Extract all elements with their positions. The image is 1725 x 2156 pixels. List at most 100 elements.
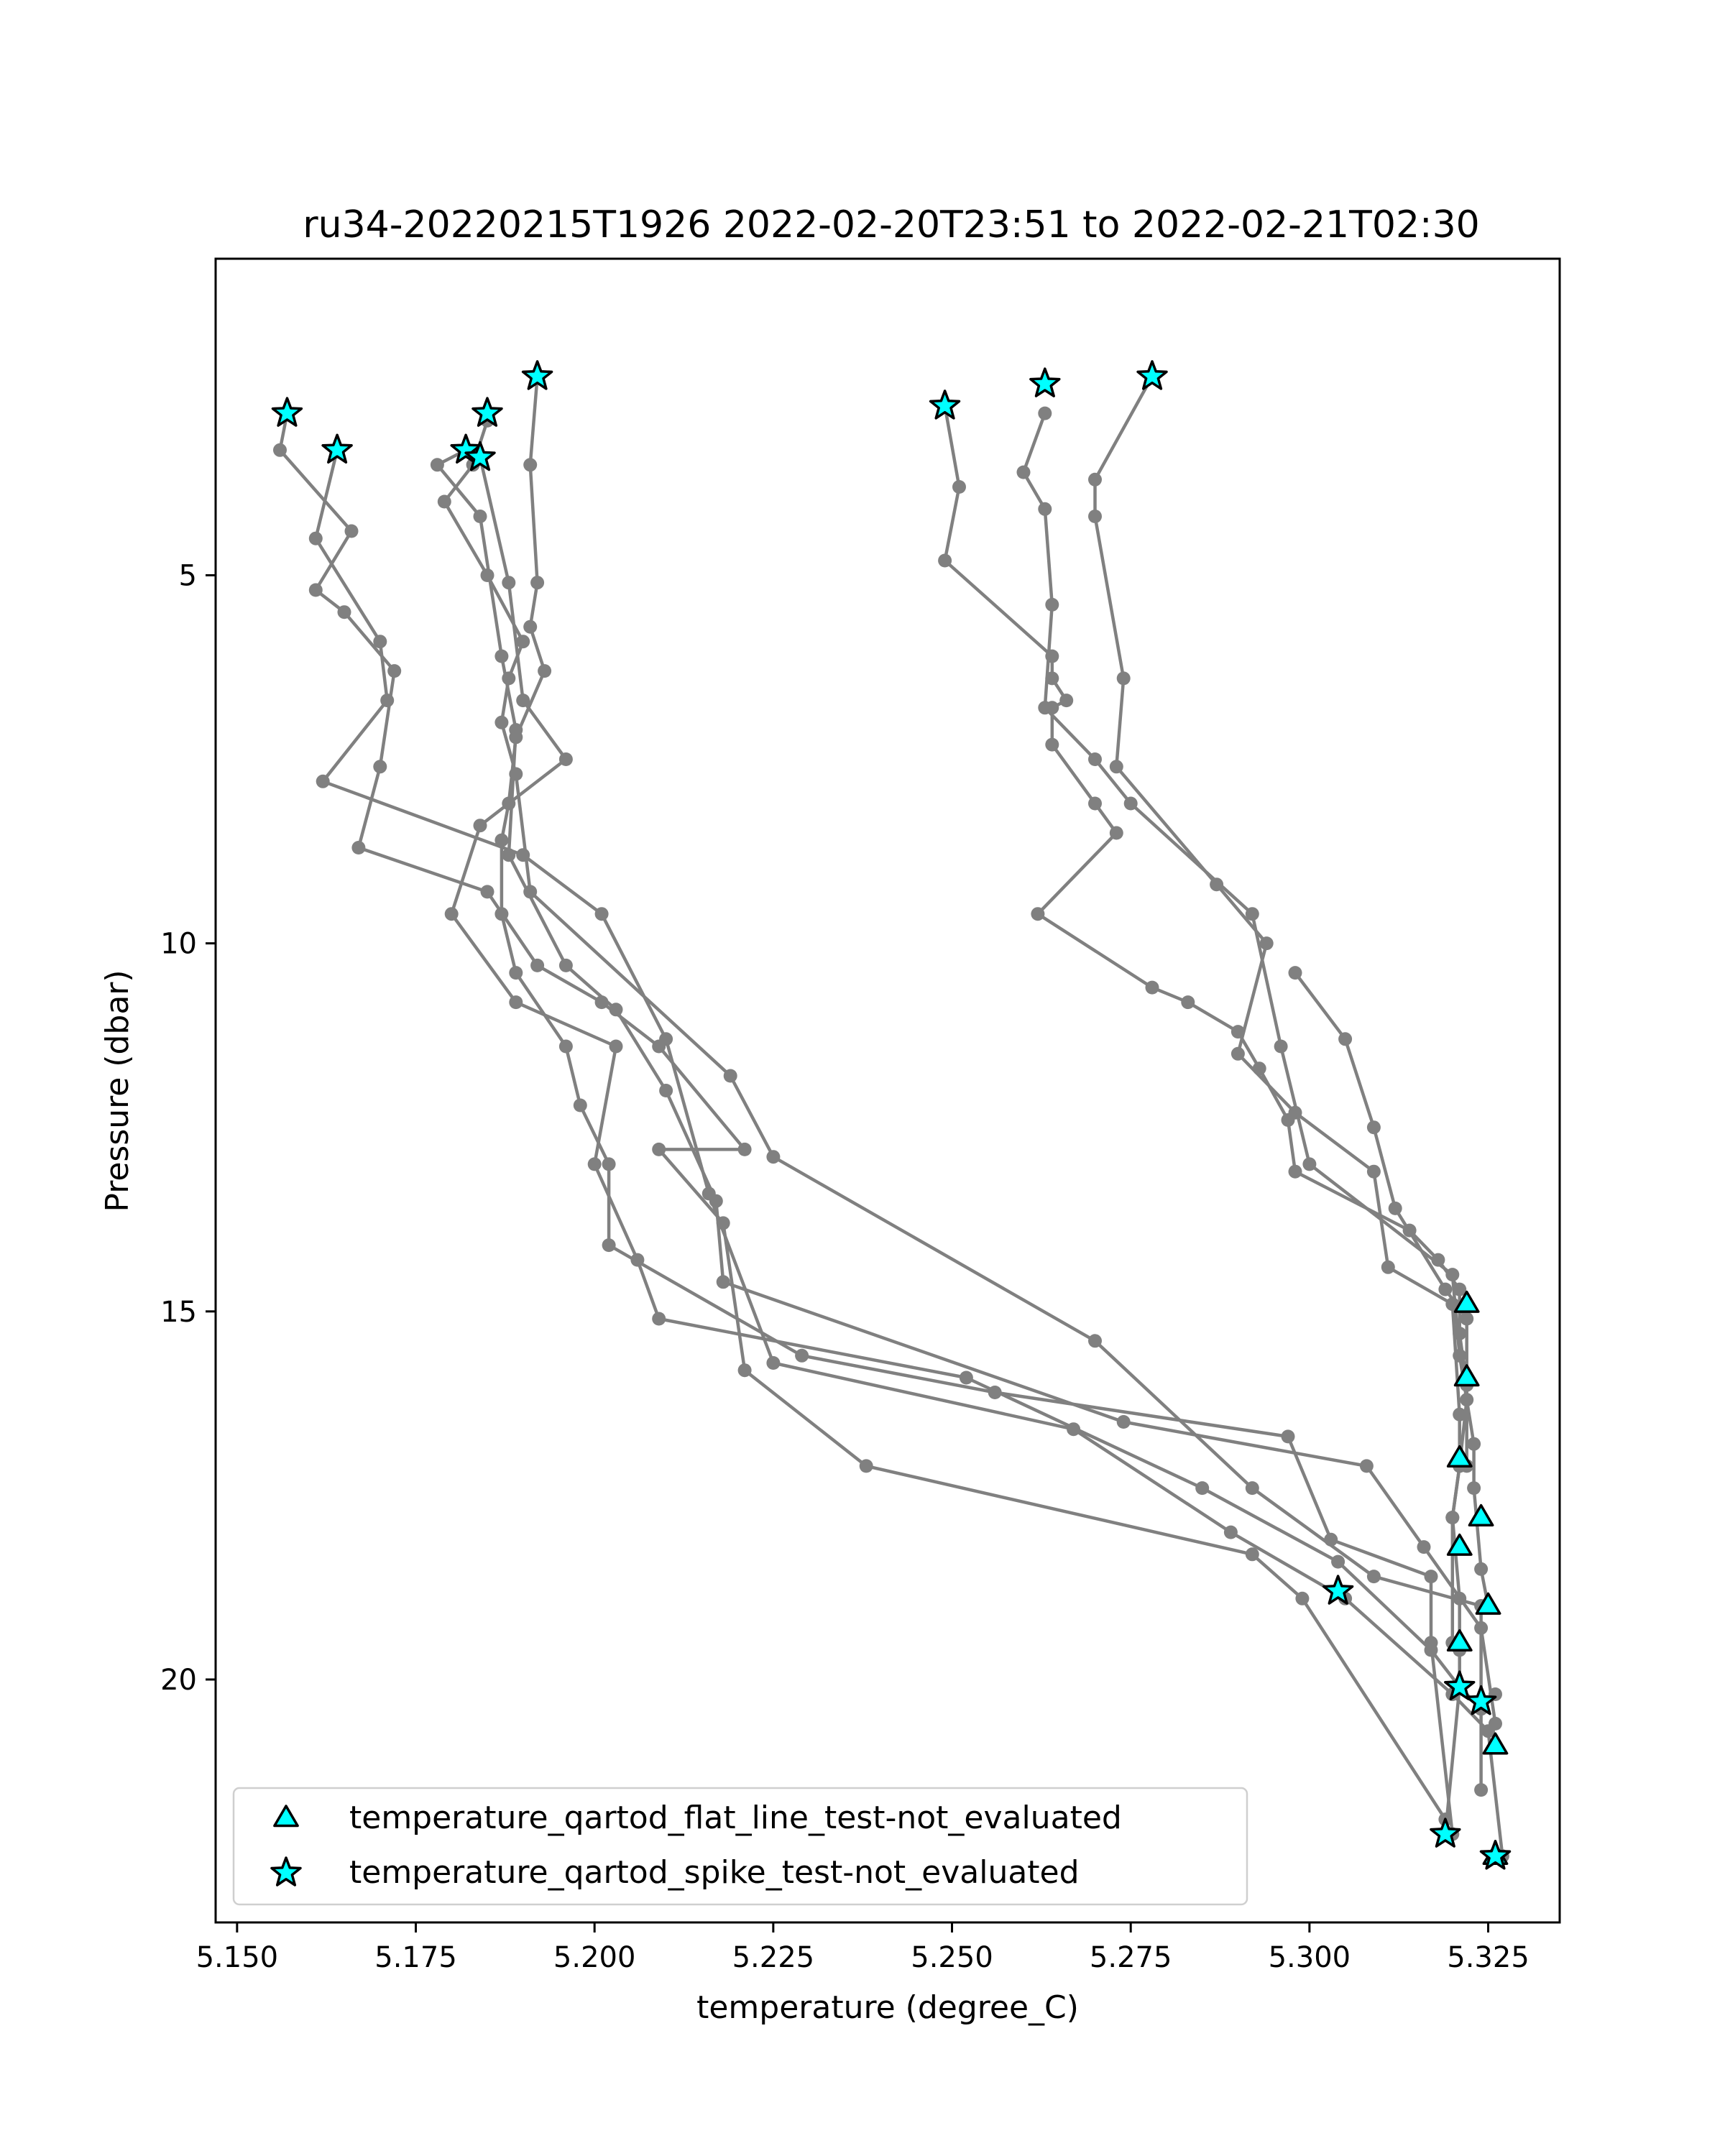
profile-line-4	[436, 448, 1497, 1724]
x-tick-label: 5.275	[1090, 1941, 1172, 1974]
chart-title: ru34-20220215T1926 2022-02-20T23:51 to 2…	[303, 203, 1479, 247]
flat-line-marker	[1482, 1732, 1509, 1755]
profile-point	[437, 494, 451, 509]
profile-point	[1045, 737, 1059, 752]
profile-point	[1288, 1105, 1302, 1120]
spike-marker	[1479, 1840, 1512, 1870]
profile-point	[1245, 907, 1259, 921]
profile-point	[494, 833, 509, 847]
profile-point	[502, 848, 516, 862]
profile-point	[652, 1142, 666, 1156]
profile-point	[502, 796, 516, 811]
spike-marker	[1322, 1575, 1354, 1605]
legend-triangle-marker	[273, 1805, 299, 1828]
profile-point	[530, 576, 545, 590]
axes-frame	[214, 257, 1561, 1924]
profile-point	[1460, 1312, 1474, 1326]
legend: temperature_qartod_flat_line_test-not_ev…	[232, 1787, 1248, 1906]
profile-point	[1438, 1282, 1453, 1296]
profile-point	[494, 715, 509, 729]
profile-point	[337, 605, 351, 619]
profile-point	[444, 907, 459, 921]
legend-star-icon	[270, 1856, 302, 1886]
flat-line-marker	[1453, 1290, 1480, 1313]
y-tick-label: 5	[179, 559, 197, 592]
profile-point	[1338, 1032, 1353, 1046]
profile-point	[1245, 1547, 1259, 1562]
profile-point	[509, 730, 523, 745]
profile-point	[509, 966, 523, 980]
profile-point	[558, 752, 573, 766]
profile-point	[1088, 472, 1102, 487]
profile-point	[516, 694, 530, 708]
profile-point	[1467, 1437, 1481, 1451]
profile-point	[1445, 1297, 1460, 1312]
profile-point	[1274, 1039, 1288, 1054]
profile-point	[480, 885, 494, 899]
profile-point	[1088, 752, 1102, 766]
profile-point	[1366, 1120, 1381, 1135]
profile-point	[473, 510, 487, 523]
profile-point	[1288, 966, 1302, 980]
x-tick-label: 5.325	[1447, 1941, 1530, 1974]
profile-point	[959, 1370, 973, 1385]
profile-point	[1445, 1268, 1460, 1282]
profile-point	[1031, 907, 1045, 921]
profile-point	[1295, 1591, 1310, 1606]
flat-line-marker	[1453, 1364, 1480, 1387]
profile-point	[1359, 1459, 1374, 1473]
spike-marker	[472, 397, 503, 427]
profile-point	[509, 995, 523, 1010]
profile-point	[1088, 1334, 1102, 1348]
profile-point	[652, 1312, 666, 1326]
profile-point	[659, 1032, 673, 1046]
profile-point	[1245, 1481, 1259, 1496]
profile-point	[709, 1194, 723, 1208]
profile-point	[1038, 502, 1052, 516]
y-axis-label: Pressure (dbar)	[99, 969, 136, 1212]
profile-point	[430, 458, 444, 472]
profile-point	[1045, 597, 1059, 612]
profile-point	[558, 1039, 573, 1054]
profile-point	[1324, 1532, 1338, 1547]
profile-point	[602, 1157, 616, 1171]
profile-point	[523, 619, 538, 634]
profile-point	[609, 1003, 623, 1017]
profile-point	[716, 1275, 730, 1289]
profile-point	[344, 524, 359, 538]
x-tick-label: 5.250	[911, 1941, 993, 1974]
profile-point	[1038, 701, 1052, 715]
profile-point	[538, 664, 552, 678]
profile-point	[373, 635, 387, 649]
profile-point	[316, 774, 330, 788]
legend-box	[232, 1787, 1248, 1906]
legend-label-spike: temperature_qartod_spike_test-not_evalua…	[349, 1854, 1080, 1891]
profile-point	[952, 480, 966, 494]
profile-line-8	[1021, 413, 1490, 1606]
profile-line-3	[443, 420, 1483, 1790]
profile-point	[516, 635, 530, 649]
profile-point	[1388, 1201, 1402, 1215]
spike-marker	[1136, 360, 1168, 390]
profile-point	[1259, 936, 1274, 951]
profile-point	[373, 760, 387, 774]
profile-point	[351, 841, 366, 854]
profile-point	[1424, 1570, 1438, 1584]
spike-marker	[464, 441, 496, 471]
profile-point	[1252, 1061, 1266, 1076]
profile-point	[1331, 1554, 1346, 1569]
profile-point	[1460, 1393, 1474, 1407]
profile-point	[1088, 510, 1102, 523]
spike-marker	[271, 397, 303, 427]
profile-point	[659, 1084, 673, 1097]
profile-point	[530, 958, 545, 972]
flat-line-marker	[1446, 1629, 1473, 1652]
axis-ticks: 5.150 5.175 5.200 5.225 5.250 5.275 5.300 5.325…	[160, 559, 1530, 1974]
profile-point	[1223, 1525, 1238, 1539]
profile-point	[502, 576, 516, 590]
profile-point	[1445, 1511, 1460, 1525]
spike-marker	[1444, 1670, 1476, 1700]
profile-point	[1366, 1570, 1381, 1584]
profile-point	[766, 1150, 781, 1164]
